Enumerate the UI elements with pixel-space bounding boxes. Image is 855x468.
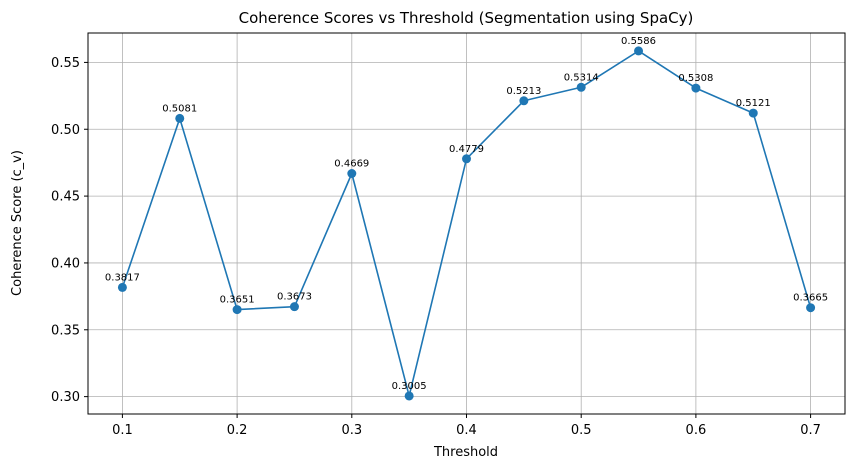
data-point [748, 108, 758, 118]
data-label: 0.5308 [678, 73, 713, 84]
data-point [519, 96, 529, 106]
data-point [289, 302, 299, 312]
y-tick-label: 0.30 [51, 390, 80, 405]
y-tick-label: 0.40 [51, 256, 80, 271]
x-tick-label: 0.4 [456, 423, 477, 438]
data-label: 0.3817 [105, 272, 140, 283]
data-label: 0.3665 [793, 293, 828, 304]
data-point [404, 391, 414, 401]
x-tick-label: 0.7 [800, 423, 821, 438]
data-label: 0.4779 [449, 144, 484, 155]
data-label: 0.5213 [506, 86, 541, 97]
x-tick-label: 0.6 [686, 423, 707, 438]
x-tick-label: 0.1 [112, 423, 133, 438]
data-label: 0.4669 [334, 159, 369, 170]
x-tick-label: 0.2 [227, 423, 248, 438]
y-axis-ticks: 0.30 0.35 0.40 0.45 0.50 0.55 [51, 56, 88, 405]
data-point [576, 82, 586, 92]
data-label: 0.5314 [564, 72, 599, 83]
data-label: 0.3651 [220, 295, 255, 306]
series-layer [117, 46, 816, 401]
data-label: 0.3005 [392, 381, 427, 392]
y-tick-label: 0.50 [51, 123, 80, 138]
data-label: 0.5586 [621, 36, 656, 47]
data-point [462, 154, 471, 164]
x-tick-label: 0.3 [341, 423, 362, 438]
y-axis-label: Coherence Score (c_v) [10, 150, 25, 296]
data-label: 0.5121 [736, 98, 771, 109]
data-point [806, 303, 816, 313]
data-label: 0.5081 [162, 103, 197, 114]
y-tick-label: 0.55 [51, 56, 80, 71]
data-point [691, 83, 701, 93]
y-tick-label: 0.45 [51, 190, 80, 205]
y-tick-label: 0.35 [51, 323, 80, 338]
data-label: 0.3673 [277, 292, 312, 303]
x-axis-ticks: 0.1 0.2 0.3 0.4 0.5 0.6 0.7 [112, 414, 821, 438]
data-point [634, 46, 644, 56]
grid [88, 33, 845, 414]
chart-title: Coherence Scores vs Threshold (Segmentat… [239, 9, 694, 27]
data-point [117, 282, 127, 292]
data-point [347, 169, 357, 179]
x-tick-label: 0.5 [571, 423, 592, 438]
data-point [175, 113, 185, 123]
data-label-layer: 0.3817 0.5081 0.3651 0.3673 0.4669 0.3005 0.47… [105, 36, 828, 392]
x-axis-label: Threshold [433, 445, 498, 460]
data-point [232, 305, 242, 315]
